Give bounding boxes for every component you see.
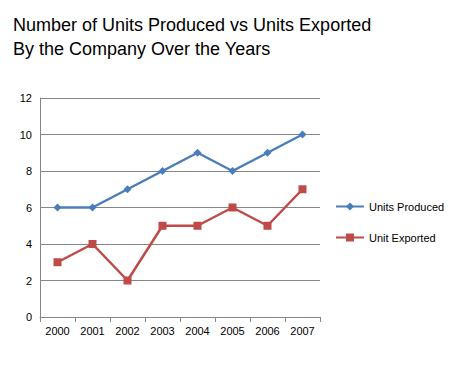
- svg-text:2007: 2007: [290, 325, 314, 337]
- svg-text:12: 12: [20, 92, 32, 104]
- svg-text:0: 0: [26, 311, 32, 323]
- svg-text:2002: 2002: [115, 325, 139, 337]
- svg-text:6: 6: [26, 202, 32, 214]
- svg-text:Number of Units Produced vs Un: Number of Units Produced vs Units Export…: [13, 15, 371, 35]
- svg-text:2005: 2005: [220, 325, 244, 337]
- svg-text:By the Company Over the Years: By the Company Over the Years: [13, 39, 270, 59]
- svg-text:Units Produced: Units Produced: [369, 201, 444, 213]
- svg-text:8: 8: [26, 165, 32, 177]
- svg-text:4: 4: [26, 238, 32, 250]
- svg-text:2003: 2003: [150, 325, 174, 337]
- svg-text:2: 2: [26, 275, 32, 287]
- svg-text:2000: 2000: [45, 325, 69, 337]
- svg-text:2006: 2006: [255, 325, 279, 337]
- svg-text:2004: 2004: [185, 325, 209, 337]
- svg-text:10: 10: [20, 129, 32, 141]
- svg-text:Unit Exported: Unit Exported: [369, 232, 436, 244]
- svg-text:2001: 2001: [80, 325, 104, 337]
